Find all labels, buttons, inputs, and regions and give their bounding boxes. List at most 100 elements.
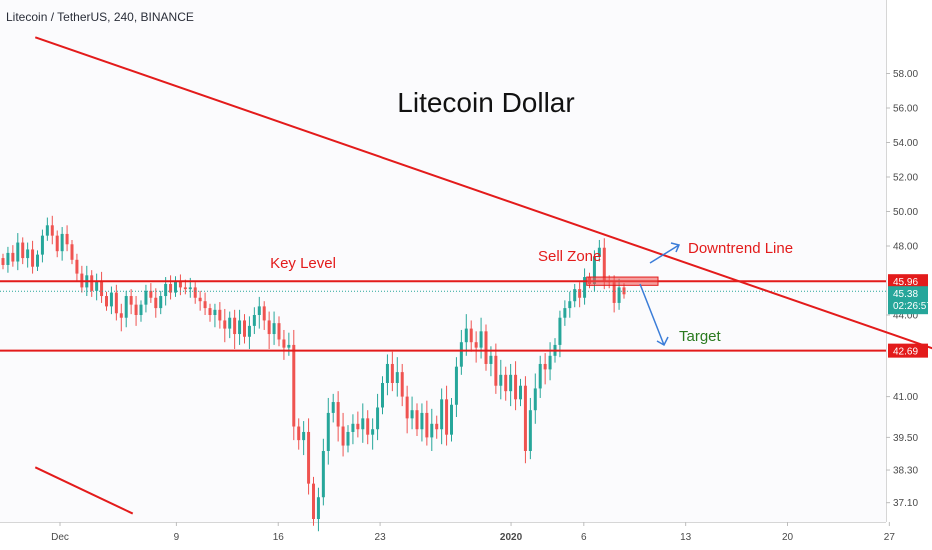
- candle: [331, 393, 335, 423]
- candle-body: [533, 388, 537, 411]
- candle: [139, 300, 143, 322]
- candle: [509, 363, 513, 407]
- candle-body: [139, 304, 143, 315]
- candle-body: [454, 366, 458, 405]
- candle: [538, 355, 542, 398]
- candle: [410, 396, 414, 430]
- candle-body: [440, 399, 444, 430]
- candle: [36, 250, 39, 272]
- candle-body: [302, 431, 306, 441]
- candle-body: [287, 344, 291, 348]
- candle-body: [193, 287, 197, 298]
- candle: [267, 311, 271, 349]
- plot-area: [0, 0, 886, 522]
- candle-body: [612, 282, 616, 303]
- candle-body: [40, 235, 44, 255]
- candle-body: [459, 342, 463, 367]
- candle: [292, 329, 296, 441]
- candle: [40, 229, 44, 263]
- candle-body: [430, 423, 434, 438]
- candle-body: [262, 306, 266, 321]
- candle: [31, 240, 35, 274]
- candle-body: [129, 296, 133, 305]
- candle-body: [509, 374, 513, 392]
- candle-body: [479, 331, 483, 348]
- candle: [124, 290, 128, 328]
- candle-body: [415, 410, 419, 430]
- candle-body: [124, 296, 128, 318]
- candle-body: [31, 249, 35, 267]
- candle-body: [252, 315, 256, 326]
- candle-body: [504, 374, 508, 392]
- candle: [95, 273, 99, 301]
- candle: [307, 418, 311, 495]
- candle: [119, 303, 123, 332]
- candle: [366, 410, 370, 445]
- x-tick-label: 13: [680, 532, 692, 543]
- candle: [341, 412, 345, 457]
- candle-body: [321, 451, 325, 498]
- candle: [277, 316, 281, 347]
- candle: [464, 314, 468, 356]
- candle: [321, 438, 325, 506]
- candle-body: [267, 320, 271, 335]
- last-price-badge-text: 45.38: [893, 289, 918, 300]
- candle-body: [223, 320, 227, 329]
- candle: [454, 357, 458, 417]
- candle: [563, 300, 567, 326]
- candle: [568, 291, 572, 318]
- candle-body: [376, 407, 380, 430]
- candle: [558, 310, 562, 358]
- candle-body: [410, 410, 414, 419]
- candle-body: [218, 309, 222, 321]
- candle: [257, 296, 261, 329]
- candle: [21, 237, 25, 265]
- candle-body: [297, 426, 301, 441]
- symbol-label: Litecoin / TetherUS, 240, BINANCE: [6, 10, 194, 24]
- candle: [415, 403, 419, 437]
- x-tick-label: 9: [174, 532, 180, 543]
- candle-body: [356, 423, 360, 430]
- candle: [356, 411, 360, 438]
- candle: [528, 397, 532, 460]
- candle-body: [109, 292, 113, 307]
- target-label: Target: [679, 328, 722, 345]
- candle-body: [198, 297, 202, 302]
- x-axis-ticks: Dec 9 16 23 2020 6 13 20 27: [51, 522, 895, 543]
- candle: [450, 397, 453, 442]
- candle: [154, 288, 158, 318]
- candle-body: [100, 280, 104, 297]
- candle-body: [331, 402, 335, 413]
- candle-body: [519, 385, 522, 400]
- candle: [376, 393, 380, 441]
- candle: [159, 290, 163, 315]
- candle: [351, 414, 355, 445]
- candle: [178, 274, 182, 296]
- candle: [70, 239, 74, 265]
- candle-body: [602, 247, 606, 281]
- candle: [134, 296, 138, 326]
- candle: [302, 421, 306, 456]
- candle: [474, 331, 478, 363]
- candle: [459, 329, 463, 375]
- y-tick-label: 41.00: [893, 392, 918, 403]
- candle: [75, 253, 79, 282]
- candle-body: [144, 290, 148, 305]
- candle: [233, 309, 237, 349]
- downtrend-line: [34, 36, 932, 350]
- candle-body: [247, 325, 251, 337]
- candle: [469, 320, 473, 352]
- candle-body: [282, 339, 286, 348]
- candle-body: [228, 317, 232, 329]
- candle: [223, 308, 227, 343]
- candle: [105, 291, 108, 311]
- support-level-badge: 42.69: [888, 343, 928, 358]
- x-tick-label: 27: [884, 532, 896, 543]
- candle-body: [159, 296, 163, 309]
- candle-body: [164, 283, 168, 297]
- support-level-badge-bg: [888, 343, 928, 358]
- candle-body: [420, 412, 424, 430]
- candle: [523, 376, 527, 464]
